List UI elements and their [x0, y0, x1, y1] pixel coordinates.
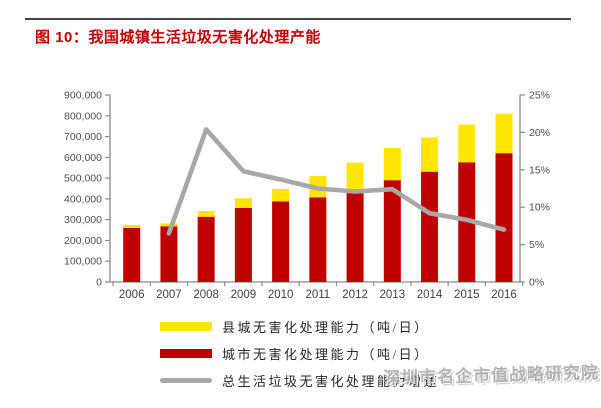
growth-line-swatch-icon — [160, 378, 212, 383]
svg-text:2008: 2008 — [193, 289, 219, 301]
legend-label-city: 城市无害化处理能力（吨/日） — [222, 347, 430, 362]
svg-text:10%: 10% — [529, 202, 550, 214]
legend-item-city: 城市无害化处理能力（吨/日） — [160, 345, 439, 362]
title-divider — [25, 18, 571, 20]
axes: 0 100,000 200,000 300,000 400,000 500,000 600,… — [64, 90, 550, 302]
svg-text:2016: 2016 — [491, 289, 517, 301]
city-swatch-icon — [160, 349, 212, 358]
capacity-stacked-bar-line-chart: 0 100,000 200,000 300,000 400,000 500,000 600,… — [64, 90, 550, 302]
svg-text:25%: 25% — [529, 90, 550, 102]
figure-title: 图 10：我国城镇生活垃圾无害化处理产能 — [35, 29, 321, 46]
svg-text:5%: 5% — [529, 239, 544, 251]
legend-label-county: 县城无害化处理能力（吨/日） — [222, 320, 430, 335]
legend-label-growth: 总生活垃圾无害化处理能力增速 — [222, 374, 440, 389]
svg-text:20%: 20% — [529, 127, 550, 139]
watermark: 深圳市名企市值战略研究院 — [382, 363, 600, 388]
svg-text:200,000: 200,000 — [64, 235, 102, 247]
growth-line — [166, 127, 507, 236]
svg-text:2012: 2012 — [342, 289, 368, 301]
svg-text:500,000: 500,000 — [64, 173, 102, 185]
county-swatch-icon — [160, 322, 212, 331]
svg-text:15%: 15% — [529, 164, 550, 176]
svg-text:100,000: 100,000 — [64, 256, 102, 268]
legend-item-growth: 总生活垃圾无害化处理能力增速 — [160, 372, 439, 389]
svg-text:2013: 2013 — [380, 289, 406, 301]
svg-text:600,000: 600,000 — [64, 152, 102, 164]
svg-text:2007: 2007 — [156, 289, 182, 301]
svg-text:2015: 2015 — [454, 289, 480, 301]
svg-text:300,000: 300,000 — [64, 214, 102, 226]
svg-text:2010: 2010 — [268, 289, 294, 301]
svg-text:0: 0 — [96, 277, 102, 289]
svg-text:900,000: 900,000 — [64, 90, 102, 102]
svg-text:800,000: 800,000 — [64, 110, 102, 122]
svg-text:2009: 2009 — [231, 289, 257, 301]
chart-legend: 县城无害化处理能力（吨/日） 城市无害化处理能力（吨/日） 总生活垃圾无害化处理… — [160, 318, 439, 389]
svg-text:2011: 2011 — [305, 289, 330, 301]
svg-text:400,000: 400,000 — [64, 193, 102, 205]
svg-text:0%: 0% — [529, 277, 544, 289]
svg-text:700,000: 700,000 — [64, 131, 102, 143]
legend-item-county: 县城无害化处理能力（吨/日） — [160, 318, 439, 335]
svg-text:2006: 2006 — [119, 289, 145, 301]
svg-text:2014: 2014 — [417, 289, 443, 301]
